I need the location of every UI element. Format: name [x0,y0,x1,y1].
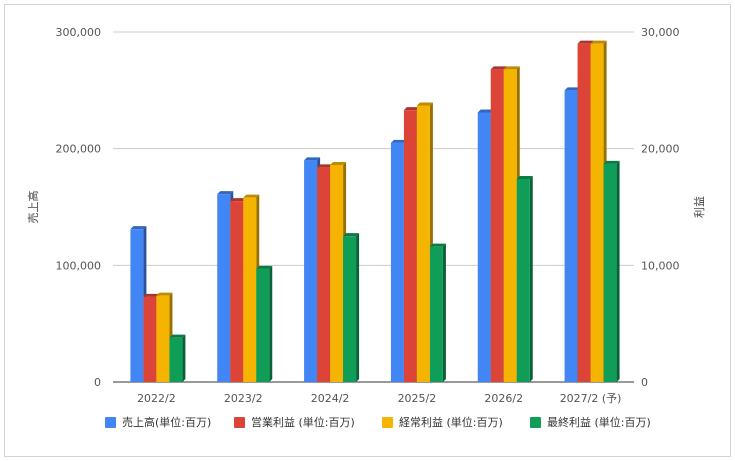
bar [429,243,446,382]
x-tick-label: 2022/2 [137,392,176,405]
y-right-tick-label: 30,000 [641,26,680,39]
bars-layer [130,40,620,383]
legend-label: 営業利益 (単位:百万) [251,415,355,429]
bar [516,176,533,382]
y-right-tick-label: 20,000 [641,143,680,156]
legend-swatch [382,417,393,428]
y-left-tick-label: 300,000 [56,26,102,39]
y-axis-right-title: 利益 [692,196,706,218]
y-axis-left-title: 売上高 [26,191,40,224]
y-left-tick-label: 100,000 [56,259,102,272]
bar [256,265,273,382]
legend-label: 売上高(単位:百万) [122,415,211,429]
legend-item: 最終利益 (単位:百万) [530,415,651,429]
legend: 売上高(単位:百万) 営業利益 (単位:百万) 経常利益 (単位:百万) 最終利益 (… [105,415,651,429]
legend-swatch [105,417,116,428]
y-left-tick-label: 0 [94,376,101,389]
y-right-tick-label: 0 [641,376,648,389]
legend-swatch [234,417,245,428]
legend-item: 経常利益 (単位:百万) [382,415,503,429]
legend-item: 営業利益 (単位:百万) [234,415,355,429]
bar [343,233,360,382]
grid-layer [113,31,634,383]
y-left-tick-label: 200,000 [56,143,102,156]
legend-swatch [530,417,541,428]
legend-label: 経常利益 (単位:百万) [399,415,503,429]
bar [603,160,620,382]
bar [169,334,186,382]
x-tick-label: 2025/2 [398,392,437,405]
x-tick-label: 2027/2 (予) [560,392,622,405]
x-tick-label: 2024/2 [311,392,350,405]
legend-item: 売上高(単位:百万) [105,415,211,429]
x-tick-label: 2026/2 [484,392,523,405]
legend-label: 最終利益 (単位:百万) [547,415,651,429]
axis-layer: 0 100,000 200,000 300,000 0 10,000 20,000 30,00… [56,26,680,405]
y-right-tick-label: 10,000 [641,259,680,272]
x-tick-label: 2023/2 [224,392,263,405]
